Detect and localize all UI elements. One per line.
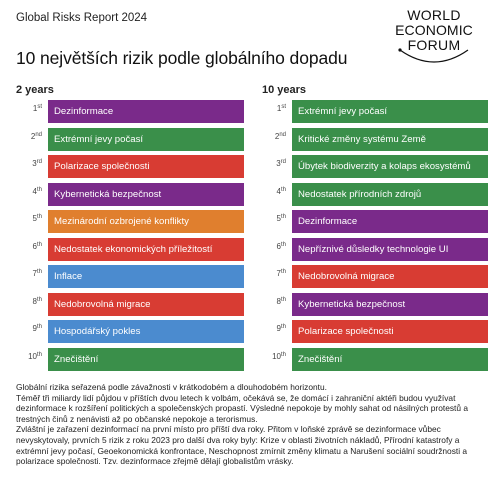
rank-label: 7th <box>260 269 286 278</box>
rank-suffix: th <box>36 324 42 330</box>
rank-suffix: nd <box>35 131 42 138</box>
rank-label: 9th <box>260 324 286 333</box>
rank-label: 8th <box>260 297 286 306</box>
risk-bar: Nedobrovolná migrace <box>48 292 244 316</box>
risk-bar: Inflace <box>48 265 244 288</box>
rank-suffix: th <box>36 269 42 275</box>
rank-number: 6 <box>276 241 281 251</box>
risk-bar: Znečištění <box>48 347 244 371</box>
rank-number: 2 <box>274 131 280 141</box>
risk-bar: Kybernetická bezpečnost <box>48 182 244 206</box>
column-heading: 10 years <box>262 84 307 96</box>
risk-bar: Nedostatek ekonomických příležitostí <box>48 237 244 261</box>
rank-suffix: th <box>280 269 286 275</box>
rank-label: 10th <box>260 352 286 361</box>
rank-label: 1st <box>16 104 42 113</box>
rank-suffix: th <box>280 351 286 358</box>
risk-bar: Nedobrovolná migrace <box>292 265 488 288</box>
rank-number: 10 <box>272 351 281 361</box>
rank-suffix: rd <box>36 159 42 165</box>
rank-suffix: th <box>36 214 42 220</box>
rank-label: 6th <box>16 242 42 251</box>
risk-bar: Znečištění <box>292 347 488 371</box>
rank-suffix: th <box>280 241 286 248</box>
rank-suffix: st <box>37 104 42 110</box>
rank-suffix: th <box>36 186 42 193</box>
rank-number: 9 <box>276 324 281 333</box>
rank-number: 4 <box>276 186 281 196</box>
rank-suffix: th <box>36 241 42 248</box>
footnote-line-1: Globální rizika seřazená podle závažnost… <box>16 382 327 392</box>
rank-suffix: th <box>280 186 286 193</box>
rank-label: 3rd <box>260 159 286 168</box>
rank-number: 5 <box>32 214 37 223</box>
rank-label: 7th <box>16 269 42 278</box>
rank-label: 5th <box>16 214 42 223</box>
rank-label: 4th <box>16 187 42 196</box>
rank-number: 6 <box>32 241 37 251</box>
rank-number: 8 <box>32 296 37 306</box>
logo-arc-icon <box>398 48 469 63</box>
logo-line-1: WORLD <box>407 7 461 23</box>
rank-number: 2 <box>30 131 36 141</box>
rank-label: 4th <box>260 187 286 196</box>
rank-label: 6th <box>260 242 286 251</box>
logo-line-3: FORUM <box>407 37 461 53</box>
rank-label: 9th <box>16 324 42 333</box>
rank-number: 9 <box>32 324 37 333</box>
risk-bar: Polarizace společnosti <box>48 155 244 178</box>
logo-line-2: ECONOMIC <box>395 22 473 38</box>
risk-bar: Nedostatek přírodních zdrojů <box>292 182 488 206</box>
rank-suffix: th <box>280 296 286 303</box>
risk-bar: Nepříznivé důsledky technologie UI <box>292 237 488 261</box>
page-title: 10 největších rizik podle globálního dop… <box>16 48 348 68</box>
rank-suffix: th <box>280 214 286 220</box>
rank-number: 8 <box>276 296 281 306</box>
rank-number: 7 <box>276 269 281 278</box>
footnote: Globální rizika seřazená podle závažnost… <box>16 382 491 467</box>
rank-number: 1 <box>276 104 282 113</box>
wef-logo: WORLD ECONOMIC FORUM <box>386 7 482 63</box>
rank-suffix: rd <box>280 159 286 165</box>
rank-label: 1st <box>260 104 286 113</box>
rank-label: 2nd <box>16 132 42 141</box>
risk-bar: Polarizace společnosti <box>292 320 488 343</box>
risk-bar: Hospodářský pokles <box>48 320 244 343</box>
footnote-line-2: Téměř tři miliardy lidí půjdou v příštíc… <box>16 392 469 424</box>
rank-number: 10 <box>28 351 37 361</box>
rank-number: 5 <box>276 214 281 223</box>
rank-suffix: st <box>281 104 286 110</box>
risk-bar: Mezinárodní ozbrojené konflikty <box>48 210 244 233</box>
rank-number: 1 <box>32 104 38 113</box>
rank-number: 3 <box>32 159 37 168</box>
report-label: Global Risks Report 2024 <box>16 12 148 24</box>
rank-label: 5th <box>260 214 286 223</box>
risk-bar: Extrémní jevy počasí <box>48 127 244 151</box>
rank-number: 4 <box>32 186 37 196</box>
risk-bar: Dezinformace <box>292 210 488 233</box>
footnote-line-3: Zvláštní je zařazení dezinformací na prv… <box>16 424 468 467</box>
rank-label: 10th <box>16 352 42 361</box>
risk-bar: Extrémní jevy počasí <box>292 100 488 123</box>
rank-suffix: th <box>36 351 42 358</box>
rank-label: 8th <box>16 297 42 306</box>
rank-suffix: th <box>280 324 286 330</box>
risk-bar: Úbytek biodiverzity a kolaps ekosystémů <box>292 155 488 178</box>
rank-label: 2nd <box>260 132 286 141</box>
column-heading: 2 years <box>16 84 54 96</box>
rank-number: 3 <box>276 159 281 168</box>
risk-bar: Dezinformace <box>48 100 244 123</box>
rank-suffix: th <box>36 296 42 303</box>
risk-bar: Kritické změny systému Země <box>292 127 488 151</box>
rank-number: 7 <box>32 269 37 278</box>
rank-suffix: nd <box>279 131 286 138</box>
risk-bar: Kybernetická bezpečnost <box>292 292 488 316</box>
rank-label: 3rd <box>16 159 42 168</box>
